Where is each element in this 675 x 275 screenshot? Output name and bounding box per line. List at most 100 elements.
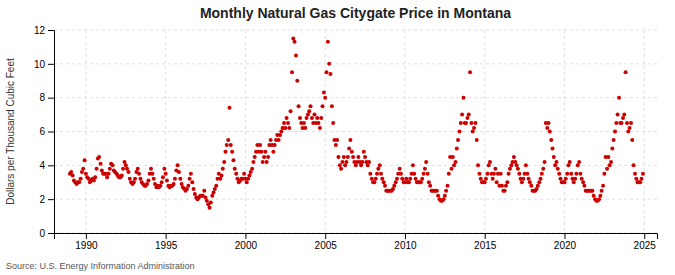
- point: [303, 126, 307, 130]
- y-grid-line: [54, 63, 657, 64]
- point: [222, 160, 226, 164]
- y-grid-line: [54, 97, 657, 98]
- point: [573, 177, 577, 181]
- x-grid-line: [165, 30, 166, 233]
- point: [342, 155, 346, 159]
- point: [473, 121, 477, 125]
- chart-svg: 1990199520002005201020152020202502468101…: [0, 0, 675, 275]
- point: [547, 121, 551, 125]
- point: [543, 160, 547, 164]
- point: [606, 155, 610, 159]
- point: [450, 167, 454, 171]
- point: [600, 189, 604, 193]
- x-axis: 19901995200020052010201520202025: [55, 233, 658, 251]
- point: [633, 172, 637, 176]
- point: [107, 172, 111, 176]
- point: [374, 177, 378, 181]
- point: [83, 158, 87, 162]
- point: [265, 160, 269, 164]
- point: [319, 116, 323, 120]
- point: [297, 104, 301, 108]
- point: [97, 155, 101, 159]
- point: [285, 116, 289, 120]
- x-tick: 1995: [155, 233, 178, 251]
- point: [334, 143, 338, 147]
- point: [258, 143, 262, 147]
- chart-title: Monthly Natural Gas Citygate Price in Mo…: [200, 5, 511, 21]
- point: [557, 172, 561, 176]
- point: [412, 172, 416, 176]
- point: [476, 163, 480, 167]
- point: [468, 70, 472, 74]
- point: [491, 177, 495, 181]
- point: [578, 172, 582, 176]
- point: [612, 138, 616, 142]
- y-tick-label: 0: [39, 228, 45, 239]
- point: [426, 172, 430, 176]
- x-grid-line: [245, 30, 246, 233]
- point: [556, 167, 560, 171]
- point: [328, 72, 332, 76]
- point: [622, 113, 626, 117]
- point: [375, 172, 379, 176]
- point: [629, 121, 633, 125]
- point: [521, 177, 525, 181]
- point: [225, 143, 229, 147]
- point: [161, 175, 165, 179]
- point: [348, 138, 352, 142]
- point: [529, 184, 533, 188]
- x-tick: 2000: [235, 233, 258, 251]
- y-tick-mark: [48, 98, 54, 99]
- point: [545, 126, 549, 130]
- point: [335, 138, 339, 142]
- point: [186, 184, 190, 188]
- point: [351, 155, 355, 159]
- x-tick: 2010: [394, 233, 417, 251]
- point: [548, 130, 552, 134]
- point: [250, 167, 254, 171]
- x-tick: 2015: [474, 233, 497, 251]
- point: [152, 177, 156, 181]
- point: [574, 172, 578, 176]
- point: [214, 184, 218, 188]
- point: [590, 189, 594, 193]
- point: [339, 167, 343, 171]
- point: [422, 172, 426, 176]
- point: [459, 121, 463, 125]
- point: [266, 155, 270, 159]
- point: [460, 113, 464, 117]
- point: [273, 143, 277, 147]
- point: [517, 172, 521, 176]
- point: [202, 189, 206, 193]
- point: [242, 172, 246, 176]
- point: [362, 150, 366, 154]
- point: [617, 96, 621, 100]
- point: [126, 170, 130, 174]
- x-tick-mark: [405, 233, 406, 239]
- point: [324, 70, 328, 74]
- point: [423, 167, 427, 171]
- point: [220, 173, 224, 177]
- point: [640, 177, 644, 181]
- point: [298, 116, 302, 120]
- point: [263, 150, 267, 154]
- point: [146, 179, 150, 183]
- point: [455, 146, 459, 150]
- point: [282, 121, 286, 125]
- x-tick-label: 2010: [394, 240, 417, 251]
- point: [190, 180, 194, 184]
- point: [231, 158, 235, 162]
- point: [290, 70, 294, 74]
- point: [177, 170, 181, 174]
- x-grid-line: [484, 30, 485, 233]
- point: [378, 163, 382, 167]
- point: [602, 172, 606, 176]
- x-tick-mark: [245, 233, 246, 239]
- point: [309, 104, 313, 108]
- x-tick: 2005: [315, 233, 338, 251]
- point: [505, 180, 509, 184]
- point: [420, 177, 424, 181]
- point: [356, 155, 360, 159]
- point: [277, 138, 281, 142]
- y-tick: 0: [39, 228, 54, 239]
